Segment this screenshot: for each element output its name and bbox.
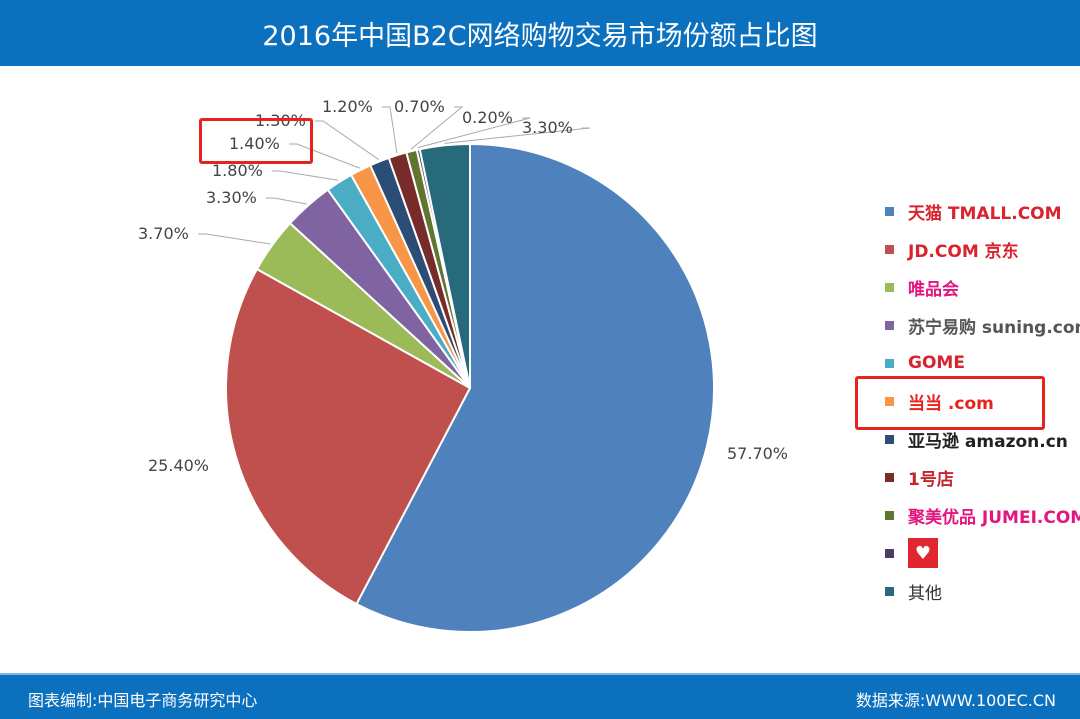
legend-swatch [885,586,894,596]
legend-item: 天猫 TMALL.COM [885,196,1062,226]
pie-slice [418,142,471,389]
legend-item: 1号店 [885,462,954,492]
legend-logo: JD.COM 京东 [908,241,1019,262]
footer-bar: 图表编制:中国电子商务研究中心 数据来源:WWW.100EC.CN [0,673,1080,719]
leader-line [272,170,339,181]
data-label: 1.20% [322,97,373,116]
leader-line [266,197,307,205]
footer-source: 数据来源:WWW.100EC.CN [855,691,1056,710]
data-label: 25.40% [148,456,209,475]
data-label: 1.80% [212,161,263,180]
leader-line [315,120,380,160]
legend-swatch [885,358,894,368]
data-label: 3.70% [138,224,189,243]
leader-line [382,106,398,154]
legend-item: 亚马逊 amazon.cn [885,424,1068,454]
legend-swatch [885,320,894,330]
legend-swatch [885,282,894,292]
chart-title-bar: 2016年中国B2C网络购物交易市场份额占比图 [0,0,1080,66]
legend-logo: 唯品会 [908,279,959,300]
legend-swatch [885,472,894,482]
data-label: 0.70% [394,97,445,116]
legend-swatch [885,206,894,216]
legend-item: ♥ [885,538,938,568]
leader-line [410,106,464,150]
legend-swatch [885,548,894,558]
leader-line [198,233,271,245]
legend-swatch [885,434,894,444]
heart-logo-icon: ♥ [908,538,938,568]
footer-credit: 图表编制:中国电子商务研究中心 [28,691,258,710]
data-label: 0.20% [462,108,513,127]
legend-logo: 天猫 TMALL.COM [908,203,1062,224]
data-label: 3.30% [206,188,257,207]
leader-line [444,127,591,144]
legend-logo: 当当 .com [908,393,994,414]
legend-swatch [885,244,894,254]
legend-item: 其他 [885,576,942,606]
data-label: 57.70% [727,444,788,463]
legend-logo: 亚马逊 amazon.cn [908,431,1068,452]
chart-title: 2016年中国B2C网络购物交易市场份额占比图 [262,20,818,52]
legend-logo: 1号店 [908,469,954,490]
legend-item: 当当 .com [885,386,994,416]
legend-item: GOME [885,348,965,378]
pie-slice [355,142,715,633]
data-label: 1.40% [229,134,280,153]
leader-line [417,117,531,149]
legend-item: 唯品会 [885,272,959,302]
legend-item: 聚美优品 JUMEI.COM [885,500,1080,530]
legend-item: JD.COM 京东 [885,234,1019,264]
legend-logo: 聚美优品 JUMEI.COM [908,507,1080,528]
leader-line [289,143,360,169]
highlight-box-legend [855,376,1045,430]
pie-slice [225,267,472,606]
data-label: 3.30% [522,118,573,137]
highlight-box-label [199,118,313,164]
legend-item: 苏宁易购 suning.com [885,310,1080,340]
legend-swatch [885,510,894,520]
legend-logo: GOME [908,353,965,373]
legend-swatch [885,396,894,406]
legend-logo: 其他 [908,583,942,604]
legend-logo: 苏宁易购 suning.com [908,317,1080,338]
